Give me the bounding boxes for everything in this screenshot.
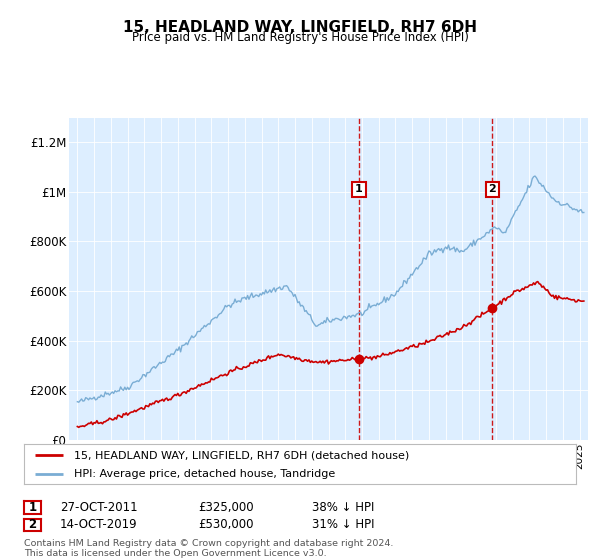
Text: 2: 2 [488, 184, 496, 194]
Text: 1: 1 [355, 184, 363, 194]
Text: 15, HEADLAND WAY, LINGFIELD, RH7 6DH: 15, HEADLAND WAY, LINGFIELD, RH7 6DH [123, 20, 477, 35]
Text: 15, HEADLAND WAY, LINGFIELD, RH7 6DH (detached house): 15, HEADLAND WAY, LINGFIELD, RH7 6DH (de… [74, 450, 409, 460]
Text: £325,000: £325,000 [198, 501, 254, 514]
Text: 38% ↓ HPI: 38% ↓ HPI [312, 501, 374, 514]
Text: Contains HM Land Registry data © Crown copyright and database right 2024.
This d: Contains HM Land Registry data © Crown c… [24, 539, 394, 558]
Text: 2: 2 [28, 518, 37, 531]
Text: HPI: Average price, detached house, Tandridge: HPI: Average price, detached house, Tand… [74, 469, 335, 479]
Text: £530,000: £530,000 [198, 518, 254, 531]
Text: 1: 1 [28, 501, 37, 514]
Text: Price paid vs. HM Land Registry's House Price Index (HPI): Price paid vs. HM Land Registry's House … [131, 31, 469, 44]
Text: 27-OCT-2011: 27-OCT-2011 [60, 501, 137, 514]
Text: 14-OCT-2019: 14-OCT-2019 [60, 518, 137, 531]
Text: 31% ↓ HPI: 31% ↓ HPI [312, 518, 374, 531]
